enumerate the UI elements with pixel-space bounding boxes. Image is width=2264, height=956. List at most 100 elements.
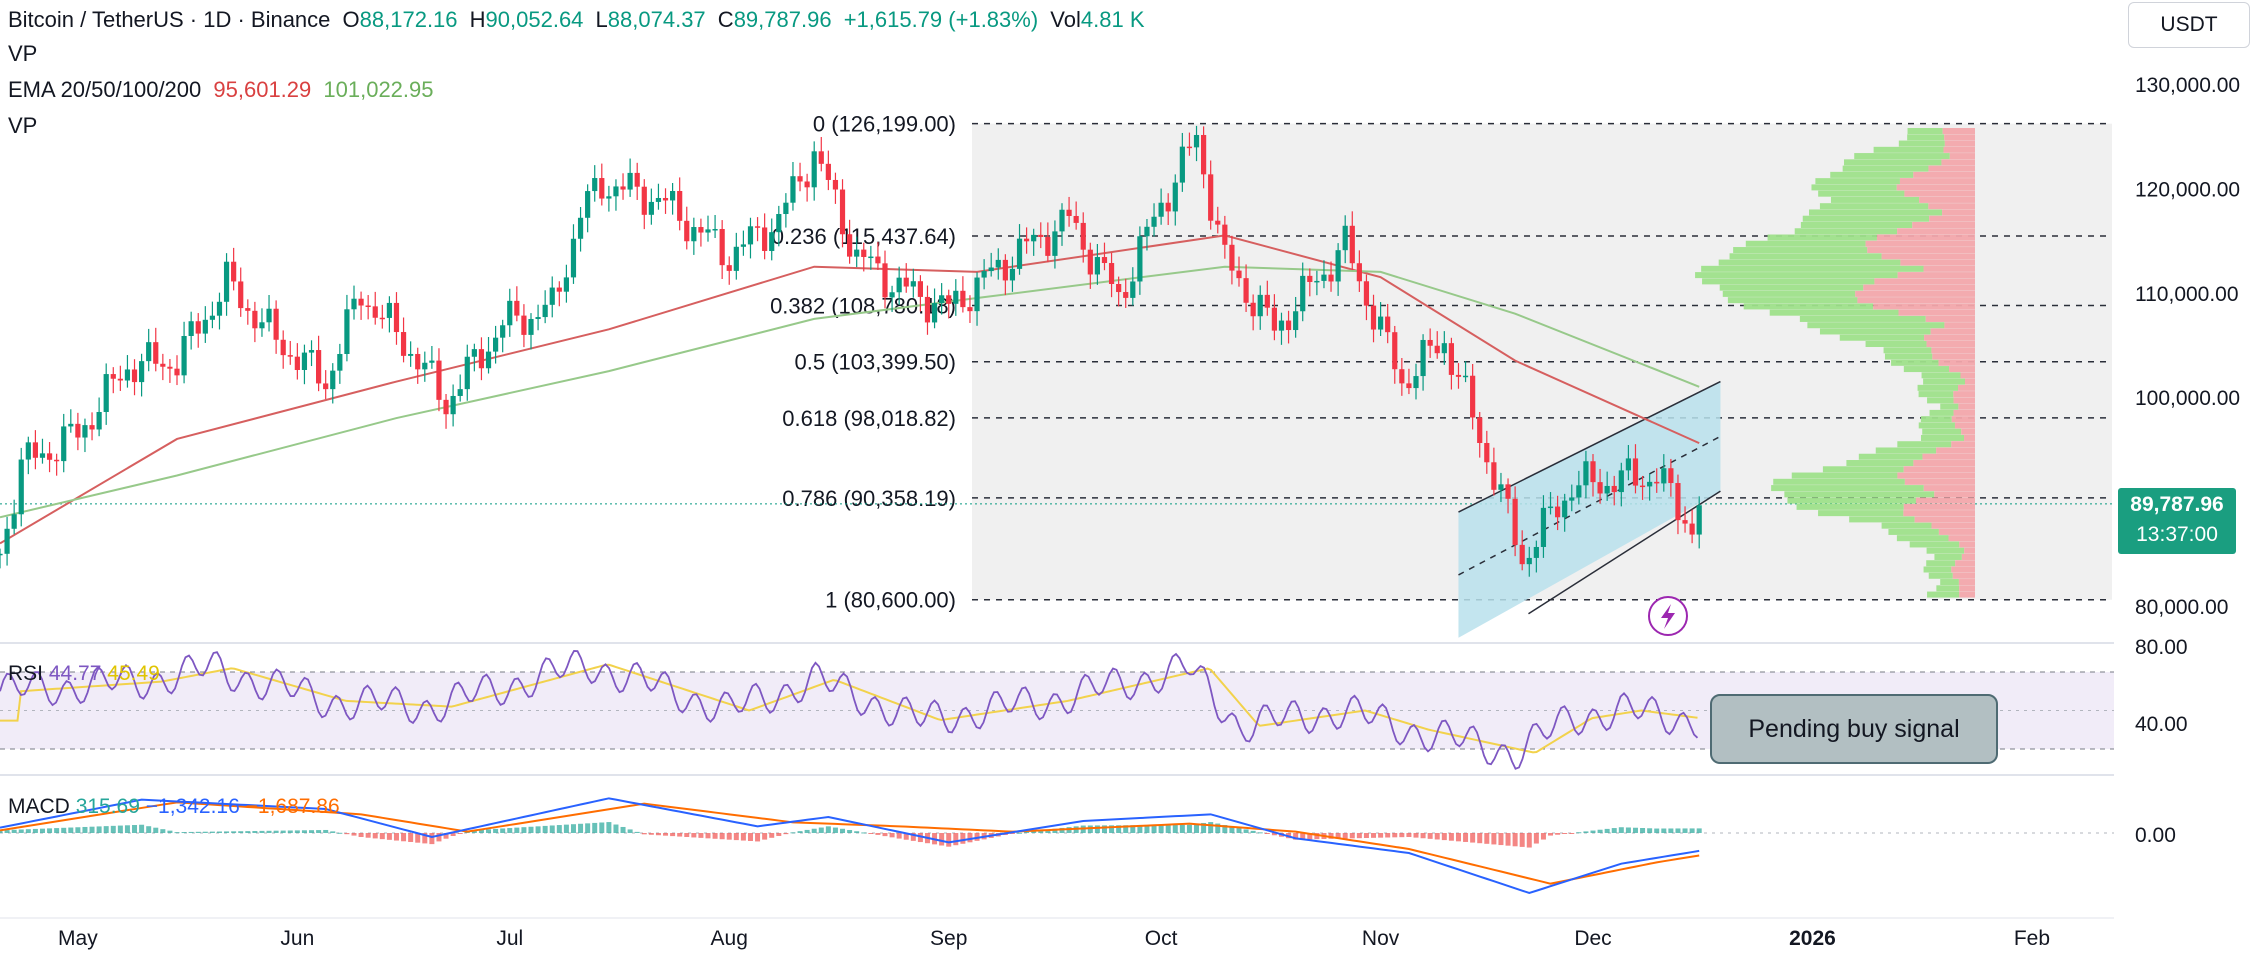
macd-hist-bar — [712, 833, 718, 839]
macd-hist-bar — [917, 833, 923, 843]
macd-hist-bar — [1406, 833, 1412, 837]
vp-bar-up — [1875, 447, 1937, 454]
volume-profile — [1695, 128, 1975, 598]
macd-hist-bar — [1101, 825, 1107, 833]
macd-hist-bar — [82, 826, 88, 833]
macd-hist-bar — [1427, 833, 1433, 839]
candle-body — [797, 176, 803, 182]
candle-body — [528, 318, 534, 335]
macd-hist-bar — [153, 827, 159, 833]
candle-body — [1016, 238, 1023, 269]
ema-indicator[interactable]: EMA 20/50/100/200 95,601.29 101,022.95 — [8, 76, 440, 104]
candle-body — [592, 178, 598, 192]
fib-label: 0.5 (103,399.50) — [795, 350, 956, 375]
vp-bar-down — [1913, 171, 1975, 178]
candle-body — [1604, 485, 1610, 494]
candle-body — [1349, 225, 1355, 264]
candle-body — [139, 361, 145, 383]
macd-hist-bar — [1137, 825, 1143, 833]
macd-hist-bar — [1144, 825, 1150, 833]
candle-body — [167, 366, 173, 369]
macd-hist-bar — [500, 828, 506, 833]
macd-hist-bar — [1215, 823, 1221, 833]
candle-body — [705, 229, 711, 233]
vp-bar-down — [1881, 253, 1975, 260]
candle-body — [1321, 274, 1327, 281]
currency-button[interactable]: USDT — [2128, 2, 2250, 48]
macd-hist-bar — [1540, 833, 1546, 840]
vp-bar-down — [1953, 409, 1975, 416]
vp-bar-down — [1958, 579, 1975, 586]
candle-body — [1257, 294, 1263, 317]
candle-body — [988, 267, 994, 272]
candle-body — [1526, 557, 1532, 565]
candle-body — [740, 244, 746, 247]
vp-bar-down — [1928, 165, 1975, 172]
candle-body — [316, 350, 322, 384]
vp-bar-up — [1811, 184, 1897, 191]
macd-legend[interactable]: MACD 315.69 −1,342.16 −1,687.86 — [8, 795, 340, 819]
ohlc-high: H90,052.64 — [470, 7, 584, 32]
candle-body — [379, 317, 385, 320]
macd-hist-bar — [188, 831, 194, 833]
candle-body — [1498, 484, 1504, 490]
close-label: C — [717, 7, 734, 32]
macd-hist-bar — [747, 833, 753, 841]
candle-body — [1696, 505, 1702, 535]
vp-bar-down — [1925, 315, 1975, 322]
candle-body — [981, 271, 987, 278]
ema-value-1: 95,601.29 — [213, 77, 312, 102]
x-tick-label: Aug — [711, 927, 748, 950]
macd-hist-bar — [117, 825, 123, 833]
candle-body — [266, 308, 272, 323]
candle-body — [110, 374, 116, 379]
macd-hist-bar — [1470, 833, 1476, 843]
macd-hist-bar — [648, 833, 654, 835]
macd-hist-bar — [216, 831, 222, 833]
vp-indicator-2[interactable]: VP — [8, 113, 38, 138]
macd-hist-bar — [478, 829, 484, 833]
ohlc-close: C89,787.96 — [718, 7, 832, 32]
high-label: H — [469, 7, 486, 32]
vp-bar-up — [1787, 497, 1916, 504]
candle-body — [1045, 236, 1051, 256]
macd-hist-bar — [691, 833, 697, 838]
candle-body — [1363, 281, 1370, 306]
candle-body — [471, 349, 477, 357]
candle-body — [974, 277, 980, 312]
vp-bar-up — [1940, 403, 1959, 410]
candle-body — [259, 322, 265, 329]
candle-body — [287, 355, 293, 357]
vp-bar-up — [1796, 503, 1904, 510]
vp-bar-up — [1842, 165, 1929, 172]
candle-body — [684, 220, 690, 242]
macd-hist-bar — [1611, 828, 1617, 833]
candle-body — [1356, 263, 1362, 282]
candle-body — [344, 309, 350, 354]
fib-label: 0.618 (98,018.82) — [782, 406, 956, 431]
candle-body — [1413, 376, 1419, 389]
candle-body — [577, 217, 584, 239]
macd-hist-bar — [1555, 833, 1561, 835]
candle-body — [330, 370, 336, 390]
vp-bar-up — [1802, 215, 1930, 222]
macd-hist-bar — [733, 833, 739, 841]
macd-hist-bar — [1151, 825, 1157, 833]
macd-hist-bar — [436, 833, 442, 842]
macd-hist-bar — [868, 833, 874, 834]
vp-bar-up — [1800, 221, 1913, 228]
vp-bar-down — [1964, 434, 1975, 441]
candle-body — [776, 214, 782, 233]
macd-hist-bar — [294, 830, 300, 833]
macd-hist-bar — [1696, 828, 1702, 833]
vp-bar-down — [1944, 322, 1975, 329]
candle-body — [1378, 316, 1384, 330]
rsi-value: 44.77 — [48, 662, 102, 685]
candle-body — [868, 256, 874, 259]
rsi-legend[interactable]: RSI 44.77 45.49 — [8, 662, 160, 686]
vp-indicator-1[interactable]: VP — [8, 41, 38, 66]
vp-bar-up — [1745, 240, 1866, 247]
candle-body — [1647, 481, 1653, 487]
candle-body — [634, 172, 640, 187]
vp-bar-down — [1951, 441, 1975, 448]
